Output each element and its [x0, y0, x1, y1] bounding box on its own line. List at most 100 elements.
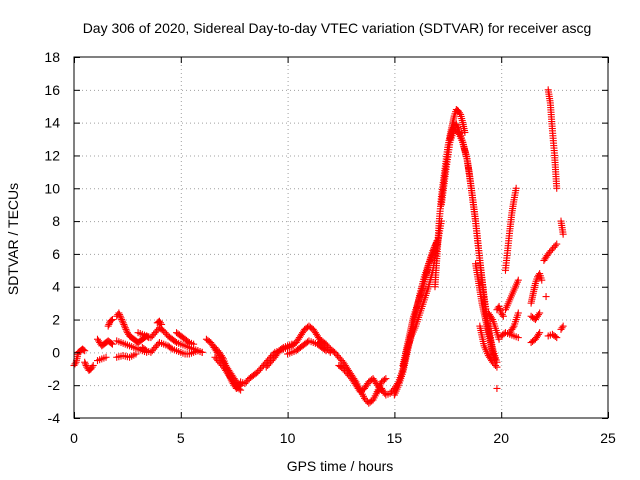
y-tick-label: 16	[44, 82, 60, 98]
data-point	[132, 350, 140, 358]
data-point	[536, 309, 544, 317]
y-tick-labels: -4 -2 0 2 4 6 8 10 12 14 16 18	[44, 49, 60, 426]
data-point	[237, 386, 245, 394]
y-tick-label: 14	[44, 115, 60, 131]
plot-frame	[73, 56, 609, 419]
data-point	[141, 346, 149, 354]
data-point	[235, 385, 243, 393]
data-point	[81, 347, 89, 355]
data-point	[498, 311, 506, 319]
data-point	[493, 384, 501, 392]
data-point	[461, 128, 469, 136]
data-point	[167, 344, 175, 352]
data-point	[433, 237, 441, 245]
y-tick-label: 10	[44, 180, 60, 196]
data-point	[122, 325, 130, 333]
data-point	[380, 376, 388, 384]
data-point	[116, 311, 124, 319]
y-tick-label: 8	[52, 213, 60, 229]
data-point	[429, 247, 437, 255]
data-point	[218, 353, 226, 361]
data-point	[535, 330, 543, 338]
data-point	[158, 320, 166, 328]
data-point	[117, 314, 125, 322]
data-point	[171, 337, 179, 345]
data-point	[514, 309, 522, 317]
x-tick-label: 0	[70, 430, 78, 446]
data-point	[120, 320, 128, 328]
data-point	[542, 293, 550, 301]
data-point	[452, 120, 460, 128]
data-point	[157, 319, 165, 327]
x-tick-label: 10	[280, 430, 296, 446]
y-tick-label: 6	[52, 246, 60, 262]
data-point	[121, 322, 129, 330]
y-tick-label: 12	[44, 147, 60, 163]
data-point	[456, 109, 464, 117]
data-point	[105, 320, 113, 328]
data-point	[190, 340, 198, 348]
data-point	[535, 311, 543, 319]
data-point	[559, 322, 567, 330]
data-point	[553, 184, 561, 192]
data-point	[116, 312, 124, 320]
data-point	[499, 312, 507, 320]
y-tick-label: -4	[48, 410, 61, 426]
data-point	[115, 309, 123, 317]
data-point	[118, 316, 126, 324]
data-point	[119, 319, 127, 327]
data-point	[108, 316, 116, 324]
data-point	[82, 361, 90, 369]
y-tick-label: 4	[52, 279, 60, 295]
y-tick-label: 0	[52, 344, 60, 360]
data-point	[553, 334, 561, 342]
axis-ticks	[74, 57, 609, 419]
data-point	[184, 337, 192, 345]
data-point	[81, 358, 89, 366]
y-tick-label: -2	[48, 377, 61, 393]
x-tick-label: 25	[600, 430, 616, 446]
data-point	[88, 363, 96, 371]
data-point	[492, 361, 500, 369]
data-point	[512, 184, 520, 192]
data-point	[102, 353, 110, 361]
data-point	[453, 122, 461, 130]
data-point	[71, 360, 79, 368]
data-point	[509, 324, 517, 332]
data-point	[89, 361, 97, 369]
data-point	[81, 360, 89, 368]
chart-title: Day 306 of 2020, Sidereal Day-to-day VTE…	[83, 20, 592, 36]
data-point	[514, 334, 522, 342]
data-point	[118, 317, 126, 325]
data-point	[198, 348, 206, 356]
x-tick-labels: 0 5 10 15 20 25	[70, 430, 616, 446]
data-point	[108, 340, 116, 348]
y-axis-label: SDTVAR / TECUs	[5, 183, 21, 295]
data-point	[454, 124, 462, 132]
data-point	[536, 329, 544, 337]
x-axis-label: GPS time / hours	[287, 458, 394, 474]
data-point	[107, 339, 115, 347]
data-point	[553, 240, 561, 248]
data-point	[123, 327, 131, 335]
data-point	[107, 316, 115, 324]
data-point	[488, 314, 496, 322]
data-point	[382, 375, 390, 383]
data-point	[514, 276, 522, 284]
x-tick-label: 5	[177, 430, 185, 446]
y-tick-label: 18	[44, 49, 60, 65]
data-point	[558, 324, 566, 332]
y-tick-label: 2	[52, 312, 60, 328]
data-point	[551, 242, 559, 250]
data-point	[104, 322, 112, 330]
data-point	[121, 324, 129, 332]
x-tick-label: 20	[493, 430, 509, 446]
data-point	[538, 276, 546, 284]
data-point	[559, 230, 567, 238]
data-point	[551, 333, 559, 341]
data-point	[448, 127, 456, 135]
data-point	[80, 346, 88, 354]
x-tick-label: 15	[387, 430, 403, 446]
data-points	[70, 86, 567, 407]
